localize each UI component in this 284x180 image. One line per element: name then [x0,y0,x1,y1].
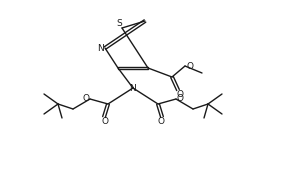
Text: O: O [158,116,164,125]
Text: N: N [130,84,136,93]
Text: S: S [116,19,122,28]
Text: N: N [97,44,103,53]
Text: O: O [82,93,89,102]
Text: O: O [101,116,108,125]
Text: O: O [176,89,183,98]
Text: O: O [187,62,193,71]
Text: O: O [176,93,183,102]
